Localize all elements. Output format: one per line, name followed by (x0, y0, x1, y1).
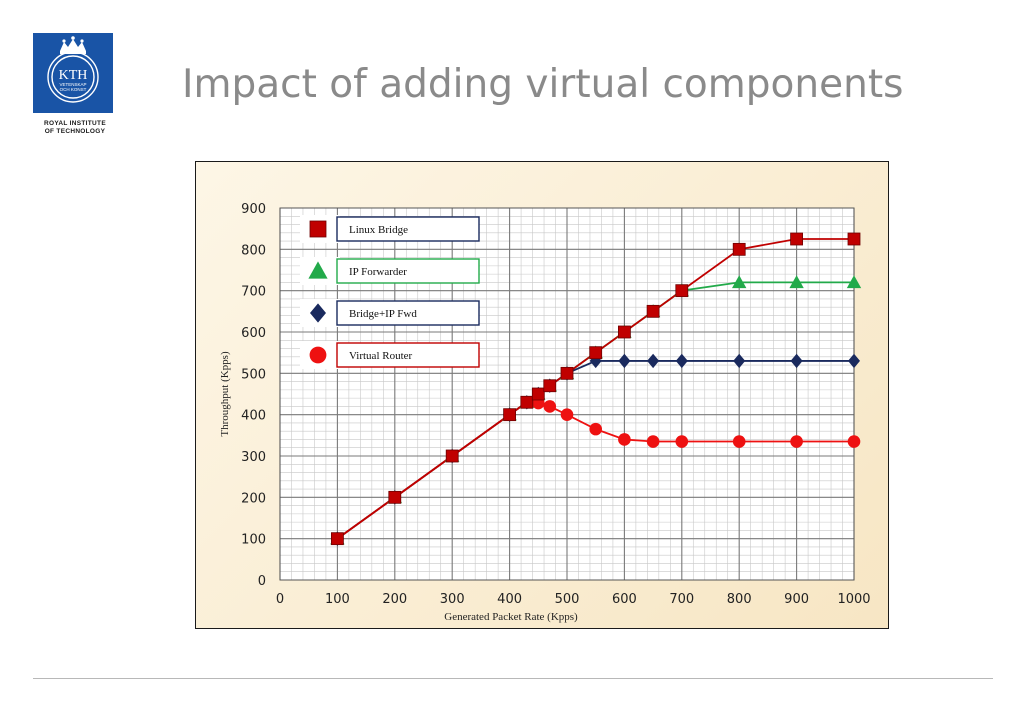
legend-label-0: Linux Bridge (349, 224, 408, 236)
data-point-series-0 (589, 346, 603, 360)
legend-label-2: Bridge+IP Fwd (349, 308, 417, 320)
data-point-series-0 (388, 490, 402, 504)
x-tick-label: 100 (325, 592, 350, 607)
data-point-series-0 (675, 284, 689, 298)
x-tick-label: 300 (440, 592, 465, 607)
data-point-series-0 (617, 325, 631, 339)
data-point-series-3 (847, 435, 861, 448)
x-tick-label: 700 (669, 592, 694, 607)
data-point-series-0 (847, 232, 861, 246)
data-point-series-0 (646, 304, 660, 318)
data-point-series-0 (560, 366, 574, 380)
kth-motto-line1: VETENSKAP (59, 82, 86, 87)
legend-marker-1 (308, 261, 328, 279)
institution-line2: OF TECHNOLOGY (44, 128, 106, 135)
throughput-chart: 0 100 200 300 400 500 600 700 800 900 1000 0 100 200 3… (219, 202, 871, 623)
institution-line1: ROYAL INSTITUTE (44, 120, 106, 127)
data-point-series-3 (560, 408, 574, 421)
plot-border (279, 207, 855, 581)
data-point-series-2 (618, 353, 631, 369)
data-point-series-3 (646, 435, 660, 448)
y-tick-label: 900 (241, 202, 266, 217)
data-point-series-0 (520, 395, 534, 409)
kth-crest-icon: KTH VETENSKAP OCH KONST (47, 36, 99, 103)
data-point-series-1 (846, 275, 862, 289)
data-point-series-3 (790, 435, 803, 448)
legend-box-2 (336, 300, 480, 326)
data-point-series-0 (445, 449, 459, 463)
legend-marker-3 (309, 346, 327, 364)
y-tick-label: 600 (241, 326, 266, 341)
institution-name: ROYAL INSTITUTE OF TECHNOLOGY (20, 120, 130, 136)
y-axis-label: Throughput (Kpps) (219, 351, 231, 437)
x-tick-label: 200 (382, 592, 407, 607)
x-tick-label: 400 (497, 592, 522, 607)
x-tick-label: 500 (555, 592, 580, 607)
y-tick-label: 0 (258, 574, 266, 589)
data-point-series-0 (531, 387, 545, 401)
kth-motto-line2: OCH KONST (60, 87, 87, 92)
data-point-series-2 (647, 353, 660, 369)
data-point-series-0 (543, 379, 557, 393)
x-tick-label: 800 (727, 592, 752, 607)
legend-label-3: Virtual Router (349, 350, 413, 362)
kth-logo: KTH VETENSKAP OCH KONST (33, 33, 113, 113)
data-point-series-0 (330, 532, 344, 546)
data-point-series-2 (675, 353, 688, 369)
data-point-series-1 (789, 275, 804, 289)
data-point-series-2 (733, 353, 746, 369)
y-tick-label: 100 (241, 533, 266, 548)
legend-box-0 (336, 216, 480, 242)
data-point-series-0 (503, 408, 517, 422)
data-point-series-3 (618, 433, 631, 446)
data-point-series-0 (790, 232, 803, 246)
y-tick-label: 400 (241, 409, 266, 424)
data-point-series-3 (732, 435, 746, 448)
y-tick-label: 500 (241, 367, 266, 382)
chart-frame: 0 100 200 300 400 500 600 700 800 900 1000 0 100 200 3… (195, 161, 889, 629)
y-tick-label: 200 (241, 491, 266, 506)
x-axis-label: Generated Packet Rate (Kpps) (444, 611, 578, 623)
data-point-series-0 (732, 242, 746, 256)
kth-monogram: KTH (59, 68, 88, 83)
footer-divider (33, 678, 993, 679)
legend-box-1 (336, 258, 480, 284)
data-point-series-3 (589, 422, 602, 436)
legend-marker-2 (310, 303, 326, 323)
data-point-series-2 (790, 353, 803, 369)
x-tick-label: 900 (784, 592, 809, 607)
data-point-series-3 (675, 435, 689, 448)
x-tick-label: 0 (276, 592, 284, 607)
y-tick-label: 700 (241, 285, 266, 300)
legend-label-1: IP Forwarder (349, 266, 407, 278)
y-tick-label: 800 (241, 243, 266, 258)
x-tick-label: 600 (612, 592, 637, 607)
legend-box-3 (336, 342, 480, 368)
y-tick-label: 300 (241, 450, 266, 465)
data-point-series-3 (543, 400, 557, 413)
slide-title: Impact of adding virtual components (182, 62, 904, 107)
legend-marker-0 (309, 220, 327, 238)
data-point-series-1 (732, 275, 747, 289)
x-tick-label: 1000 (837, 592, 870, 607)
data-point-series-2 (848, 353, 860, 369)
